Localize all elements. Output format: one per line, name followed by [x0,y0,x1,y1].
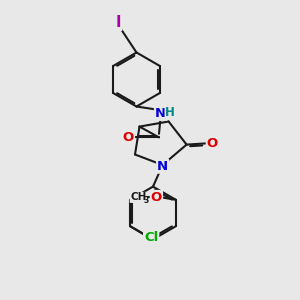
Text: O: O [207,137,218,150]
Text: I: I [116,15,121,30]
Text: O: O [123,131,134,144]
Text: N: N [157,160,168,173]
Text: Cl: Cl [144,231,158,244]
Text: O: O [151,191,162,204]
Text: 3: 3 [143,196,149,205]
Text: CH: CH [130,192,147,203]
Text: N: N [155,107,166,120]
Text: H: H [165,106,175,119]
